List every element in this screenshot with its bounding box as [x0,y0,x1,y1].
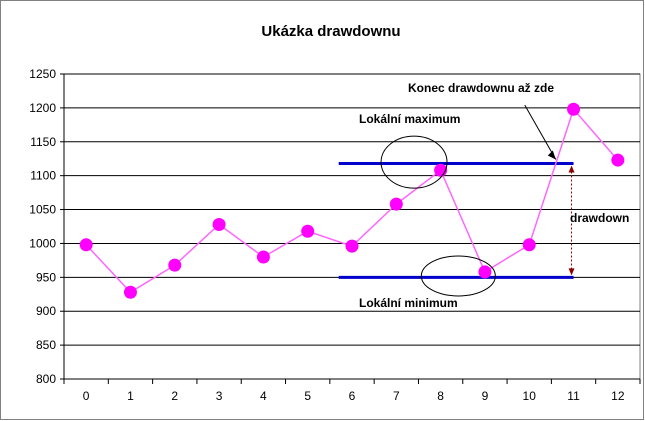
annotation-drawdown-end: Konec drawdownu až zde [408,81,554,95]
data-point [345,239,359,253]
y-tick-label: 900 [36,304,56,318]
end-arrow-head [547,150,556,160]
y-tick-label: 1050 [29,203,56,217]
data-point [389,197,403,211]
x-tick-label: 10 [523,389,537,403]
y-tick-label: 1250 [29,67,56,81]
y-tick-label: 850 [36,338,56,352]
end-arrow-line [524,104,557,160]
x-tick-label: 3 [216,389,223,403]
plot-background [63,73,641,380]
y-tick-label: 1200 [29,101,56,115]
drawdown-arrow-head-top [568,165,575,173]
annotation-local-minimum: Lokální minimum [359,296,458,310]
annotation-drawdown: drawdown [570,211,629,225]
y-tick-label: 800 [36,372,56,386]
x-tick-label: 9 [482,389,489,403]
x-tick-label: 11 [567,389,580,403]
data-point [79,238,93,252]
data-point [168,258,182,272]
data-point [611,153,625,167]
x-tick-label: 6 [349,389,356,403]
data-point [478,265,492,279]
y-tick-label: 1100 [30,169,56,183]
data-point [123,285,137,299]
y-tick-label: 1000 [29,236,56,250]
data-point [522,238,536,252]
x-tick-label: 12 [611,389,625,403]
x-tick-label: 5 [304,389,311,403]
maximum-ellipse [380,135,448,189]
data-point [212,217,226,231]
x-tick-label: 0 [83,389,90,403]
x-tick-label: 4 [260,389,267,403]
x-tick-label: 2 [171,389,178,403]
annotation-local-maximum: Lokální maximum [359,112,460,126]
minimum-ellipse [420,255,496,297]
y-tick-label: 1150 [30,135,56,149]
x-tick-label: 7 [393,389,400,403]
data-point [301,224,315,238]
x-tick-label: 1 [127,389,134,403]
data-point [567,102,581,116]
drawdown-arrow-head-bottom [568,268,575,276]
data-point [256,250,270,264]
y-tick-label: 950 [36,270,56,284]
x-tick-label: 8 [437,389,444,403]
chart-title: Ukázka drawdownu [261,23,400,40]
